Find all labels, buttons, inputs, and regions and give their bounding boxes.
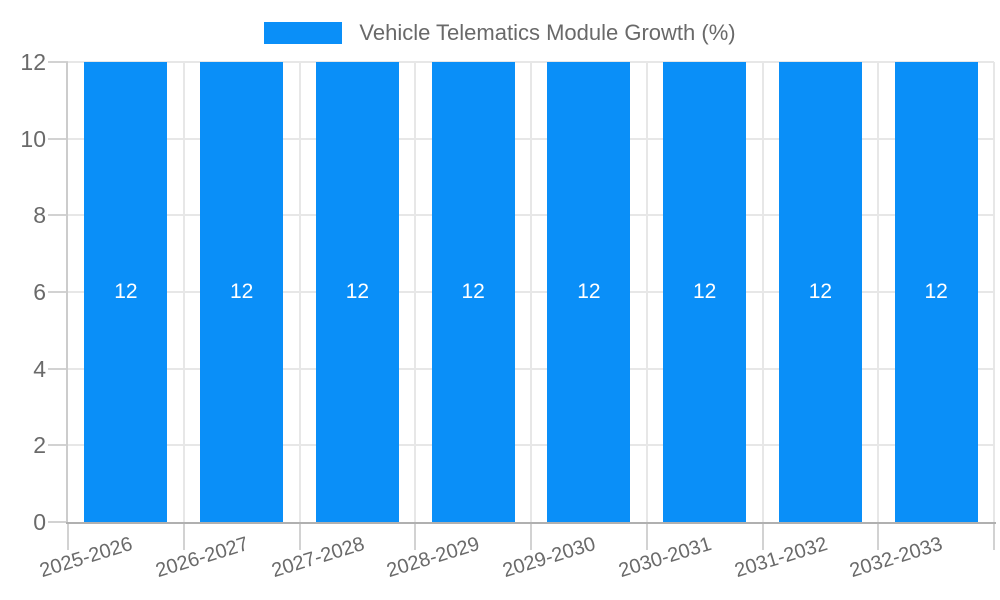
x-axis-tick-label: 2029-2030 (500, 533, 599, 583)
x-tick-mark (645, 524, 648, 550)
bar-value-label: 12 (345, 280, 370, 303)
x-axis-tick-label: 2032-2033 (847, 533, 946, 583)
bar-value-label: 12 (924, 280, 948, 303)
x-tick-mark (877, 524, 880, 550)
x-gridline (877, 62, 880, 522)
y-tick-mark (48, 444, 68, 447)
x-tick-mark (993, 524, 995, 550)
bar: 12 (84, 62, 168, 522)
bar: 12 (315, 62, 399, 522)
x-axis-tick-label: 2025-2026 (37, 533, 136, 583)
bar: 12 (200, 62, 284, 522)
legend: Vehicle Telematics Module Growth (%) (0, 20, 1000, 46)
bar-value-label: 12 (808, 280, 833, 303)
y-tick-mark (48, 521, 68, 523)
y-tick-mark (48, 367, 68, 370)
bar: 12 (778, 62, 862, 522)
legend-swatch (264, 22, 343, 44)
y-tick-mark (48, 214, 68, 217)
x-tick-mark (414, 524, 417, 550)
x-axis-line (66, 522, 996, 524)
y-tick-mark (48, 61, 68, 63)
bar-value-label: 12 (577, 280, 601, 303)
y-axis-tick-label: 2 (33, 432, 46, 459)
bar: 12 (431, 62, 515, 522)
bar: 12 (547, 62, 631, 522)
bar-value-label: 12 (114, 280, 138, 303)
x-gridline (530, 62, 532, 522)
x-gridline (182, 62, 185, 522)
x-axis-tick-label: 2030-2031 (616, 533, 715, 583)
x-tick-mark (298, 524, 301, 550)
y-axis-tick-label: 0 (33, 509, 46, 535)
x-gridline (645, 62, 648, 522)
y-tick-mark (48, 137, 68, 140)
bar-value-label: 12 (461, 280, 485, 303)
x-tick-mark (67, 524, 69, 550)
legend-label: Vehicle Telematics Module Growth (%) (359, 20, 736, 45)
x-gridline (414, 62, 417, 522)
bar: 12 (663, 62, 747, 522)
y-axis-tick-label: 6 (33, 279, 46, 305)
x-axis-tick-label: 2031-2032 (731, 533, 830, 583)
y-axis-line (66, 62, 68, 524)
x-tick-mark (530, 524, 532, 550)
y-axis-tick-label: 12 (20, 49, 46, 75)
y-tick-mark (48, 291, 68, 293)
x-axis-tick-label: 2028-2029 (384, 533, 483, 583)
x-tick-mark (761, 524, 764, 550)
y-axis-tick-label: 10 (20, 125, 46, 152)
bar: 12 (894, 62, 978, 522)
x-axis-tick-label: 2026-2027 (153, 533, 252, 583)
x-tick-mark (182, 524, 185, 550)
x-gridline (761, 62, 764, 522)
bar-value-label: 12 (229, 280, 254, 303)
y-axis-tick-label: 8 (33, 202, 46, 229)
x-gridline (298, 62, 301, 522)
x-gridline (993, 62, 995, 522)
bar-value-label: 12 (692, 280, 717, 303)
y-axis-tick-label: 4 (33, 355, 46, 382)
x-axis-tick-label: 2027-2028 (268, 533, 367, 583)
